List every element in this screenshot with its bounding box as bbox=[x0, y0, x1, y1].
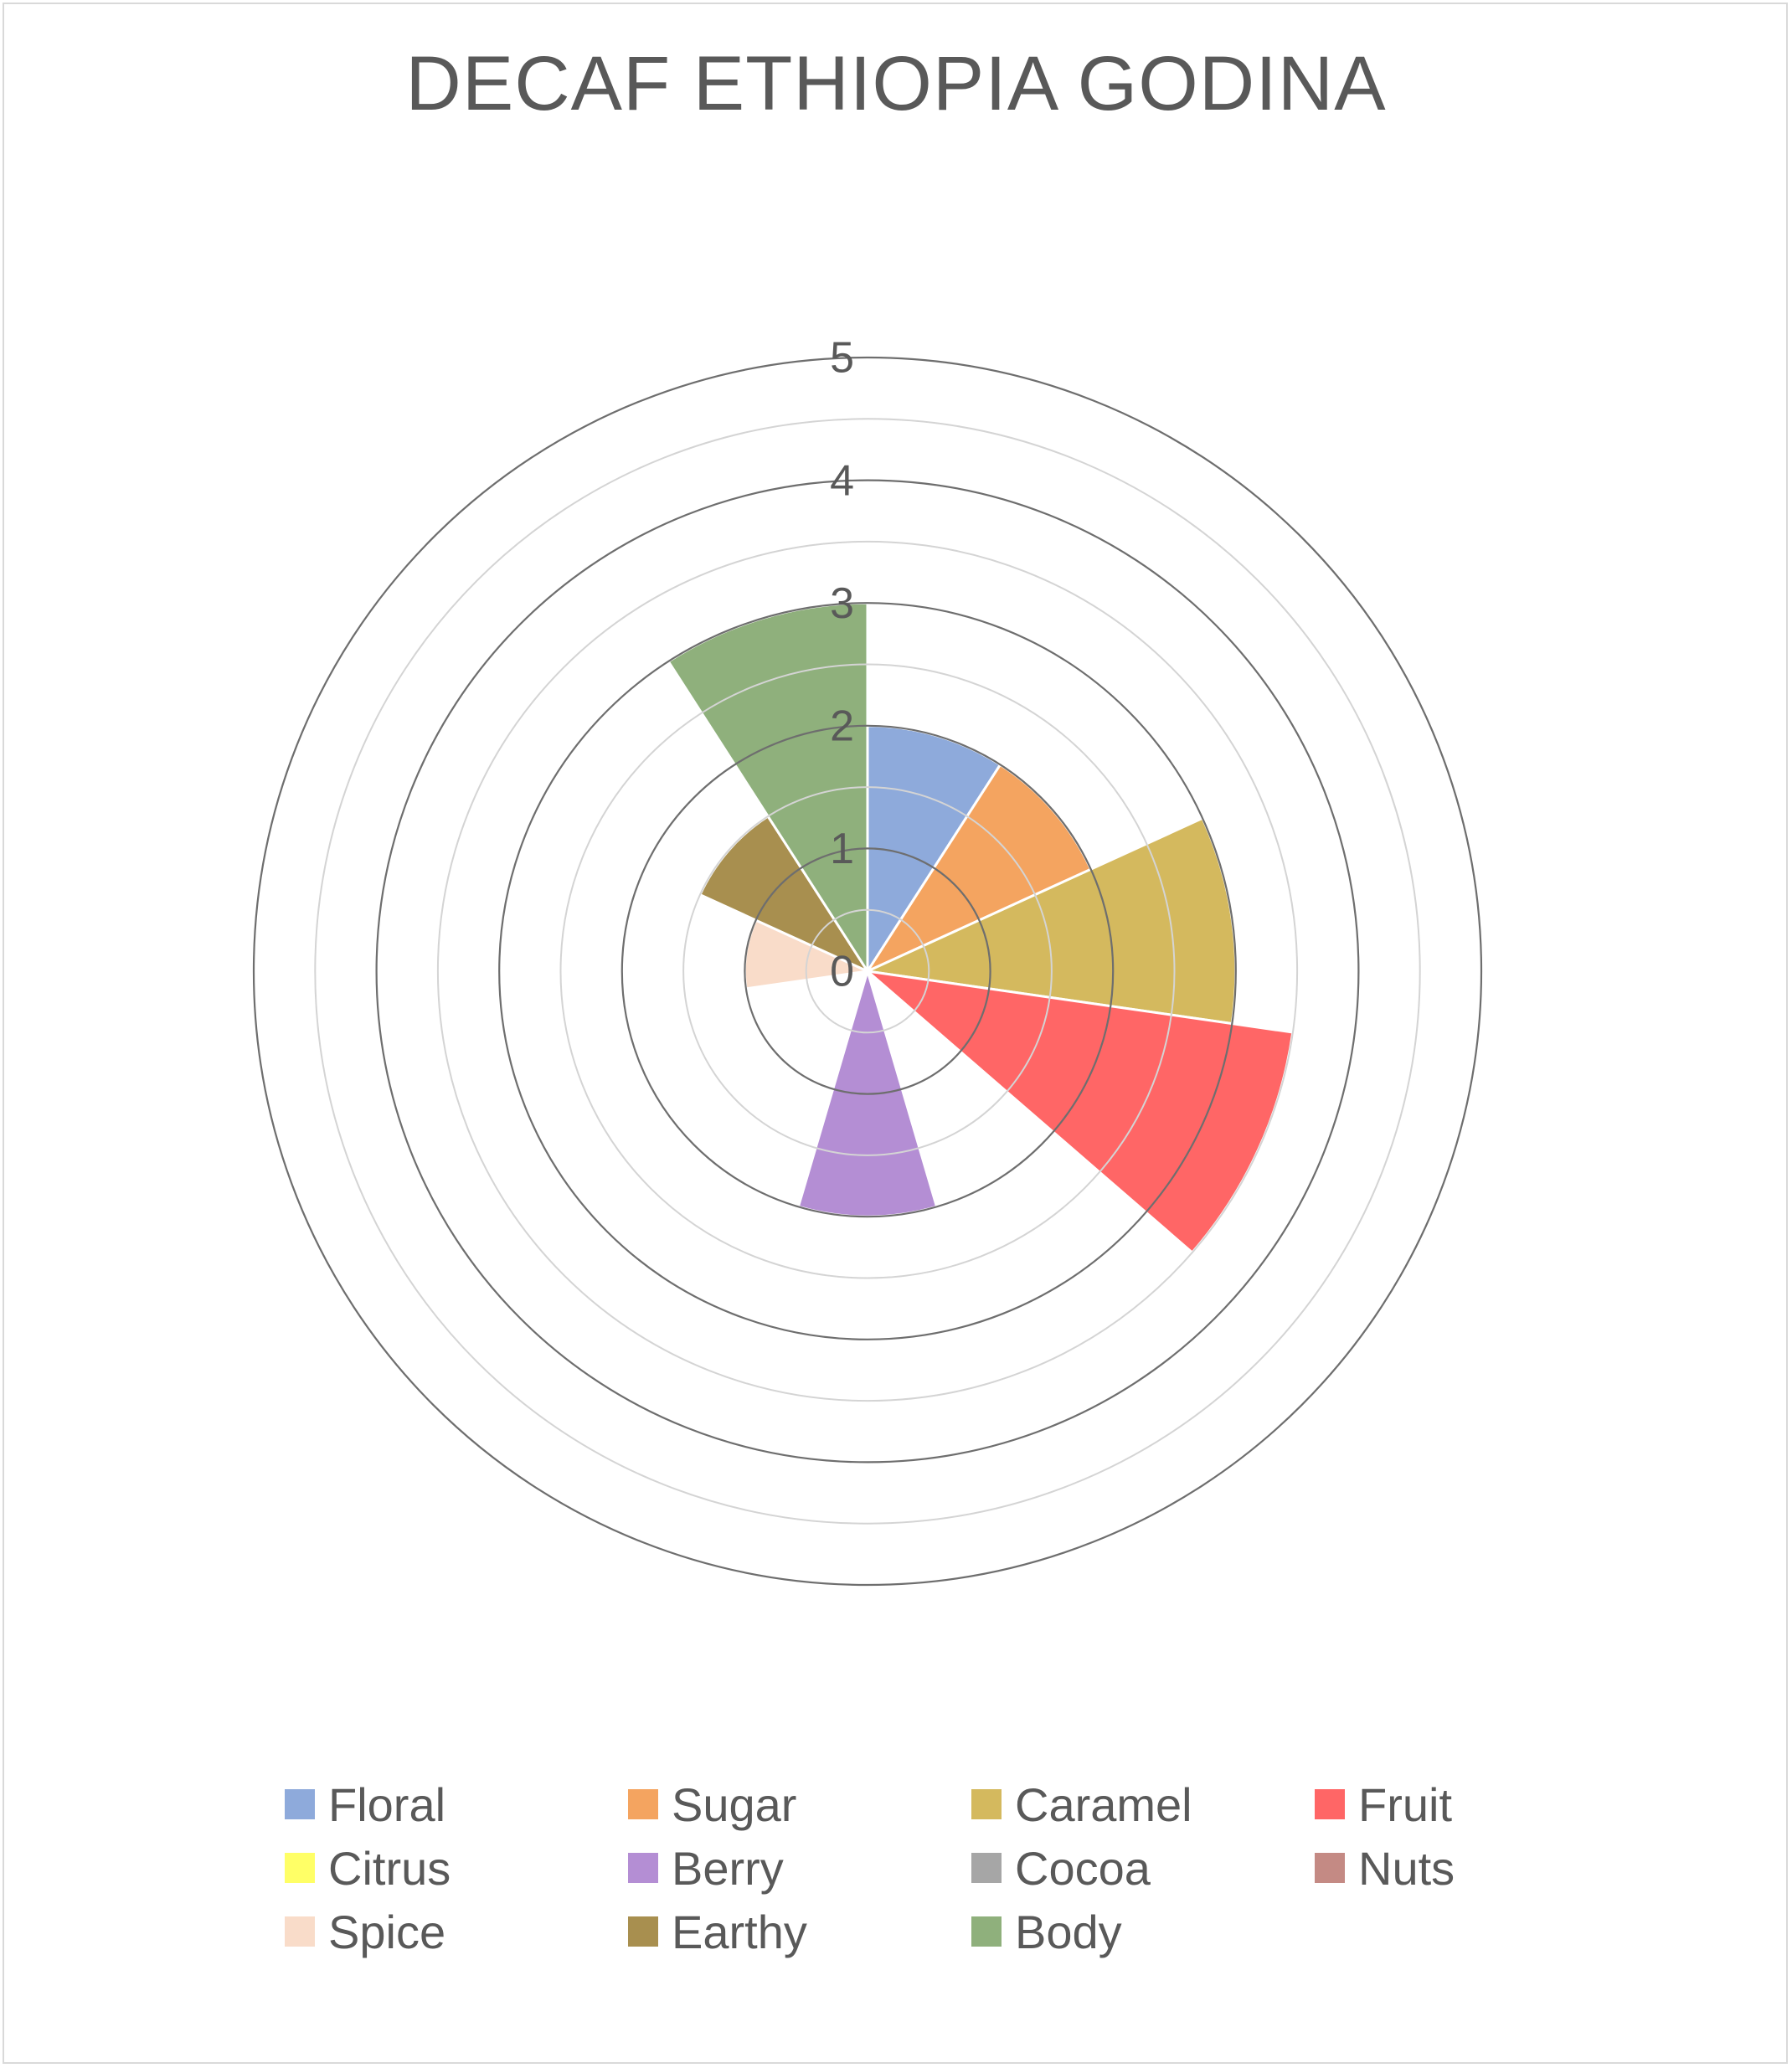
legend-label: Citrus bbox=[328, 1841, 451, 1895]
legend-label: Earthy bbox=[672, 1905, 807, 1958]
radial-tick-label: 0 bbox=[830, 948, 854, 996]
legend-label: Body bbox=[1015, 1905, 1122, 1958]
legend-item-citrus: Citrus bbox=[285, 1839, 628, 1897]
legend-label: Berry bbox=[672, 1841, 784, 1895]
legend-label: Caramel bbox=[1015, 1777, 1192, 1831]
gridline-minor bbox=[805, 908, 930, 1034]
gridline-major bbox=[621, 724, 1115, 1218]
legend-item-floral: Floral bbox=[285, 1775, 628, 1834]
legend-swatch bbox=[628, 1853, 658, 1883]
wedge-layer bbox=[667, 601, 1295, 1255]
legend-swatch bbox=[628, 1916, 658, 1947]
legend-item-fruit: Fruit bbox=[1315, 1775, 1541, 1834]
gridline-minor bbox=[559, 663, 1176, 1279]
legend-swatch bbox=[971, 1789, 1002, 1819]
gridline-major bbox=[498, 602, 1237, 1340]
legend-label: Nuts bbox=[1358, 1841, 1455, 1895]
chart-frame bbox=[3, 3, 1788, 2064]
legend-label: Fruit bbox=[1358, 1777, 1452, 1831]
legend-swatch bbox=[971, 1853, 1002, 1883]
legend-item-caramel: Caramel bbox=[971, 1775, 1315, 1834]
legend-item-sugar: Sugar bbox=[628, 1775, 971, 1834]
legend: Floral Sugar Caramel Fruit Citrus Berry Cocoa N… bbox=[285, 1775, 1541, 1961]
legend-item-berry: Berry bbox=[628, 1839, 971, 1897]
radial-tick-label: 5 bbox=[830, 334, 854, 383]
legend-label: Spice bbox=[328, 1905, 446, 1958]
legend-swatch bbox=[628, 1789, 658, 1819]
legend-swatch bbox=[1315, 1853, 1345, 1883]
gridline-minor bbox=[314, 418, 1421, 1525]
radial-tick-label: 3 bbox=[830, 579, 854, 628]
legend-item-earthy: Earthy bbox=[628, 1902, 971, 1961]
grid-layer bbox=[252, 356, 1483, 1587]
legend-label: Floral bbox=[328, 1777, 446, 1831]
legend-swatch bbox=[971, 1916, 1002, 1947]
legend-label: Sugar bbox=[672, 1777, 797, 1831]
radial-tick-label: 4 bbox=[830, 456, 854, 505]
legend-swatch bbox=[285, 1916, 315, 1947]
gridline-minor bbox=[682, 786, 1053, 1156]
chart-title: DECAF ETHIOPIA GODINA bbox=[405, 41, 1387, 126]
legend-item-nuts: Nuts bbox=[1315, 1839, 1541, 1897]
radial-tick-label: 2 bbox=[830, 702, 854, 751]
legend-item-body: Body bbox=[971, 1902, 1315, 1961]
tick-layer: 0 1 2 3 4 5 bbox=[830, 334, 854, 996]
legend-item-spice: Spice bbox=[285, 1902, 628, 1961]
legend-label: Cocoa bbox=[1015, 1841, 1151, 1895]
gridline-major bbox=[252, 356, 1483, 1587]
legend-swatch bbox=[1315, 1789, 1345, 1819]
gridline-major bbox=[744, 847, 991, 1095]
legend-swatch bbox=[285, 1789, 315, 1819]
radial-tick-label: 1 bbox=[830, 825, 854, 873]
legend-swatch bbox=[285, 1853, 315, 1883]
legend-item-cocoa: Cocoa bbox=[971, 1839, 1315, 1897]
gridline-major bbox=[375, 479, 1360, 1464]
gridline-minor bbox=[436, 540, 1299, 1402]
